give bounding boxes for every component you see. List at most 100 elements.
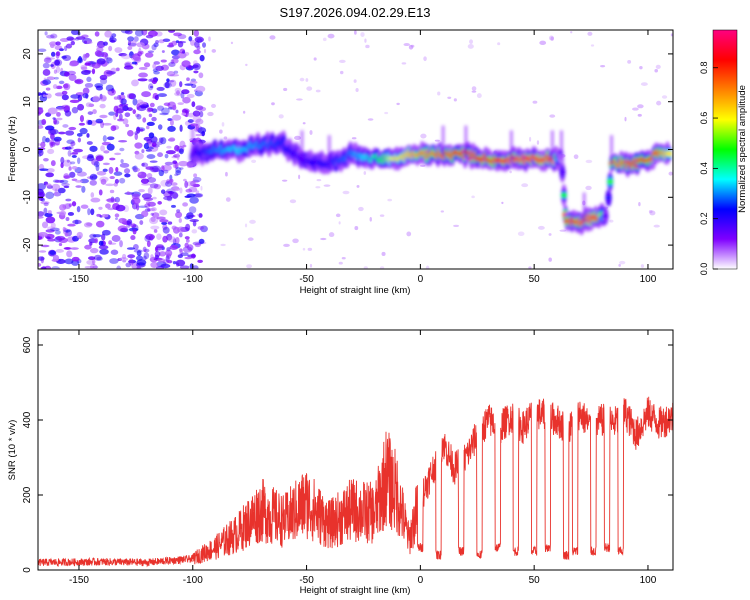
noise-speck (163, 190, 173, 198)
noise-speck (77, 137, 82, 143)
noise-speck (157, 258, 166, 263)
noise-speck (134, 56, 141, 62)
noise-speck (106, 197, 117, 203)
noise-speck (152, 63, 157, 69)
noise-speck (106, 57, 113, 64)
y-tick-label: 0 (22, 146, 33, 152)
noise-speck (153, 61, 160, 65)
noise-speck (126, 93, 135, 99)
noise-speck (111, 234, 121, 242)
noise-speck (178, 218, 182, 223)
noise-speck (76, 231, 83, 239)
background-speck (309, 263, 313, 268)
background-speck (453, 224, 460, 228)
noise-speck (122, 253, 127, 260)
noise-speck (45, 183, 52, 187)
background-speck (338, 221, 341, 225)
noise-speck (162, 38, 171, 43)
noise-speck (133, 55, 142, 63)
noise-speck (119, 177, 126, 184)
noise-speck (168, 178, 173, 184)
noise-speck (38, 107, 44, 115)
background-speck (548, 35, 554, 41)
noise-speck (186, 77, 190, 82)
noise-speck (173, 32, 182, 37)
noise-speck (90, 208, 95, 216)
noise-speck (67, 150, 72, 157)
noise-speck (84, 82, 94, 88)
background-speck (549, 114, 556, 118)
noise-speck (123, 168, 131, 174)
noise-speck (50, 160, 56, 167)
noise-speck (63, 175, 71, 179)
background-speck (637, 104, 644, 109)
background-speck (320, 237, 327, 241)
noise-speck (137, 78, 148, 82)
noise-speck (136, 113, 142, 120)
noise-speck (52, 138, 59, 142)
noise-speck (153, 70, 160, 75)
noise-speck (42, 79, 52, 86)
noise-speck (139, 128, 144, 132)
noise-speck (121, 53, 131, 60)
noise-speck (40, 201, 50, 205)
noise-speck (176, 209, 181, 213)
noise-speck (179, 265, 190, 269)
noise-speck (114, 213, 120, 218)
noise-speck (100, 145, 105, 152)
noise-speck (193, 173, 198, 178)
background-speck (420, 164, 426, 168)
noise-speck (127, 129, 134, 137)
background-speck (384, 111, 389, 115)
noise-speck (164, 81, 170, 89)
noise-speck (65, 216, 70, 222)
noise-speck (64, 247, 71, 250)
noise-speck (53, 136, 62, 142)
noise-speck (141, 91, 151, 98)
noise-speck (190, 180, 196, 187)
background-speck (656, 100, 662, 106)
noise-speck (133, 249, 143, 253)
noise-speck (74, 78, 84, 85)
noise-speck (118, 113, 123, 121)
noise-speck (154, 251, 161, 258)
noise-speck (96, 44, 105, 49)
noise-speck (45, 172, 54, 178)
background-speck (434, 139, 440, 142)
noise-speck (117, 118, 125, 122)
noise-speck (118, 53, 127, 57)
noise-speck (138, 205, 148, 209)
noise-speck (61, 104, 71, 110)
noise-speck (60, 156, 65, 164)
noise-speck (82, 87, 90, 95)
noise-speck (178, 248, 183, 252)
noise-speck (50, 141, 56, 148)
background-speck (624, 116, 627, 122)
noise-speck (99, 74, 108, 81)
noise-speck (108, 45, 113, 52)
noise-speck (65, 130, 75, 136)
noise-speck (93, 160, 100, 168)
noise-speck (75, 179, 83, 183)
background-speck (532, 100, 538, 104)
noise-speck (171, 114, 182, 121)
noise-speck (147, 208, 151, 212)
noise-speck (105, 203, 111, 209)
background-speck (323, 184, 331, 187)
noise-speck (190, 253, 196, 259)
y-tick-label: 400 (22, 411, 33, 428)
noise-speck (40, 141, 46, 148)
background-speck (316, 179, 322, 182)
noise-speck (115, 167, 119, 173)
noise-speck (163, 196, 173, 201)
noise-speck (89, 145, 98, 152)
background-speck (223, 136, 228, 140)
background-speck (590, 44, 595, 47)
noise-speck (42, 62, 50, 69)
background-speck (219, 129, 223, 134)
background-speck (497, 42, 501, 46)
background-speck (467, 43, 474, 49)
noise-speck (120, 30, 131, 34)
background-speck (440, 210, 444, 213)
noise-speck (83, 40, 88, 44)
